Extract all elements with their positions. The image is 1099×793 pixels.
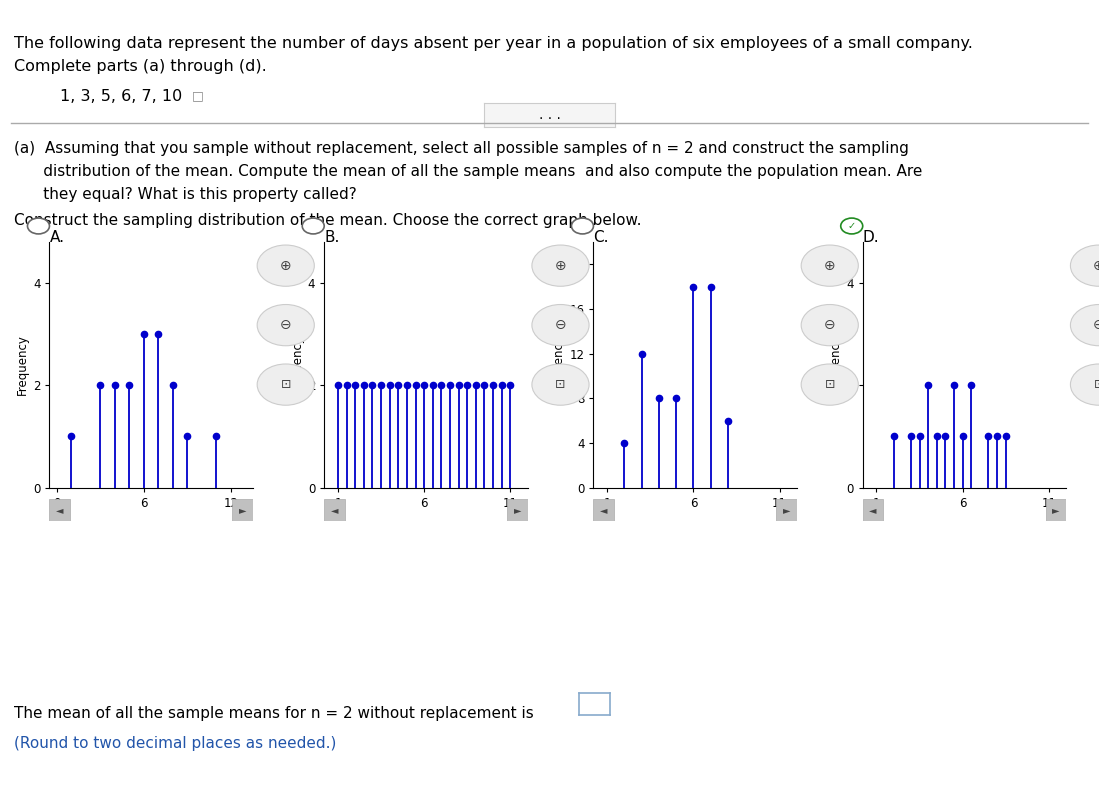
Text: (Round to two decimal places as needed.): (Round to two decimal places as needed.) [14,736,336,751]
Text: C.: C. [593,230,609,245]
Text: D.: D. [863,230,879,245]
Text: B.: B. [324,230,340,245]
Text: ◄: ◄ [56,505,64,515]
Text: ⊖: ⊖ [280,318,291,332]
Text: Construct the sampling distribution of the mean. Choose the correct graph below.: Construct the sampling distribution of t… [14,213,642,228]
Text: The mean of all the sample means for n = 2 without replacement is: The mean of all the sample means for n =… [14,706,534,721]
Text: □: □ [192,89,204,102]
Text: ⊡: ⊡ [824,378,835,391]
Text: ◄: ◄ [331,505,338,515]
Text: A.: A. [49,230,65,245]
Text: Complete parts (a) through (d).: Complete parts (a) through (d). [14,59,267,75]
Text: (a)  Assuming that you sample without replacement, select all possible samples o: (a) Assuming that you sample without rep… [14,141,909,156]
Text: ◄: ◄ [600,505,608,515]
Bar [324,499,345,521]
Bar [1046,499,1066,521]
Text: ►: ► [1052,505,1059,515]
Text: 1, 3, 5, 6, 7, 10: 1, 3, 5, 6, 7, 10 [60,89,182,104]
Text: ⊖: ⊖ [555,318,566,332]
Text: ⊡: ⊡ [280,378,291,391]
Text: ⊕: ⊕ [280,259,291,273]
Text: ⊡: ⊡ [555,378,566,391]
Text: ✓: ✓ [847,221,856,231]
Text: ⊡: ⊡ [1094,378,1099,391]
Bar [508,499,528,521]
Text: ◄: ◄ [869,505,877,515]
Text: ⊖: ⊖ [1094,318,1099,332]
Bar [863,499,884,521]
Text: ⊕: ⊕ [824,259,835,273]
Text: ►: ► [513,505,521,515]
Text: The following data represent the number of days absent per year in a population : The following data represent the number … [14,36,973,51]
Text: ⊕: ⊕ [555,259,566,273]
Text: ►: ► [238,505,246,515]
Y-axis label: Frequency: Frequency [553,335,565,395]
Text: ►: ► [782,505,790,515]
Y-axis label: Frequency: Frequency [829,335,842,395]
Y-axis label: Frequency: Frequency [15,335,29,395]
Text: . . .: . . . [539,108,560,122]
Bar [49,499,70,521]
Bar [777,499,797,521]
Bar [593,499,614,521]
Text: ⊕: ⊕ [1094,259,1099,273]
Text: ⊖: ⊖ [824,318,835,332]
Text: they equal? What is this property called?: they equal? What is this property called… [14,187,357,202]
Bar [233,499,253,521]
Y-axis label: Frequency: Frequency [290,335,303,395]
Text: distribution of the mean. Compute the mean of all the sample means  and also com: distribution of the mean. Compute the me… [14,164,923,179]
